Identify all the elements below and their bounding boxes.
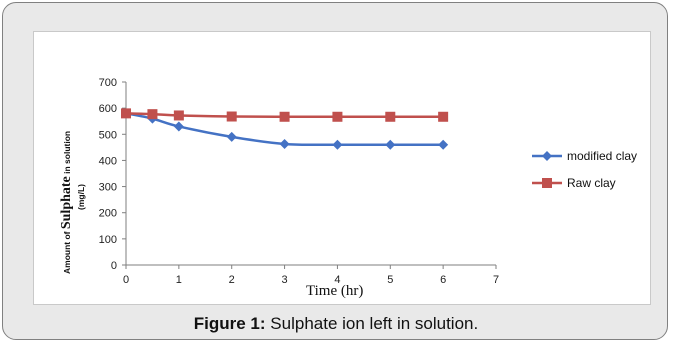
data-point: [385, 111, 396, 122]
y-axis-label-line1: Amount of Sulphate in solution: [59, 131, 74, 274]
chart-panel: Amount of Sulphate in solution (mg/L) 0 1…: [33, 31, 651, 305]
data-point: [438, 139, 449, 150]
data-point: [438, 111, 449, 122]
legend: modified clay Raw clay: [532, 149, 637, 190]
y-axis-label: Amount of Sulphate in solution (mg/L): [59, 131, 86, 274]
figure-caption: Figure 1: Sulphate ion left in solution.: [3, 314, 669, 334]
x-tick-label: 6: [440, 274, 446, 286]
x-tick-label: 2: [229, 274, 235, 286]
y-tick-label: 200: [99, 208, 117, 220]
legend-item: Raw clay: [532, 176, 616, 190]
figure-card: Amount of Sulphate in solution (mg/L) 0 1…: [2, 2, 668, 340]
data-point: [385, 139, 396, 150]
legend-label: modified clay: [567, 149, 637, 163]
data-point: [173, 121, 184, 132]
data-point: [542, 151, 552, 161]
y-tick-label: 100: [99, 234, 117, 246]
y-axis-label-line2: (mg/L): [76, 184, 86, 210]
x-tick-label: 0: [123, 274, 129, 286]
legend-item: modified clay: [532, 149, 637, 163]
y-tick-label: 700: [99, 77, 117, 89]
x-tick-label: 5: [387, 274, 393, 286]
y-axis-label-prefix: Amount of: [62, 229, 72, 274]
caption-text: Sulphate ion left in solution.: [270, 314, 479, 333]
x-axis-label: Time (hr): [306, 283, 363, 299]
y-tick-label: 400: [99, 155, 117, 167]
y-axis-label-suffix: in solution: [62, 131, 72, 176]
data-point: [542, 178, 552, 188]
legend-label: Raw clay: [567, 176, 616, 190]
y-axis-label-main: Sulphate: [59, 176, 74, 229]
series-layer: [121, 108, 449, 150]
line-chart: Amount of Sulphate in solution (mg/L) 0 1…: [59, 77, 637, 299]
data-point: [226, 131, 237, 142]
data-point: [332, 111, 343, 122]
y-tick-label: 0: [111, 260, 117, 272]
y-tick-label: 300: [99, 182, 117, 194]
y-tick-label: 600: [99, 103, 117, 115]
x-tick-label: 3: [282, 274, 288, 286]
x-tick-label: 4: [334, 274, 340, 286]
data-point: [279, 111, 290, 122]
data-point: [121, 108, 131, 119]
data-point: [147, 109, 158, 120]
data-point: [332, 139, 343, 150]
y-tick-label: 500: [99, 129, 117, 141]
series-raw-clay: [121, 108, 449, 122]
data-point: [173, 110, 184, 121]
axes: 0 100 200 300 400 500 600 700 0 1 2 3 4 5 6 7: [99, 77, 499, 286]
data-point: [226, 111, 237, 122]
caption-label: Figure 1:: [193, 314, 266, 333]
data-point: [279, 138, 290, 149]
x-tick-label: 7: [493, 274, 499, 286]
x-tick-label: 1: [176, 274, 182, 286]
